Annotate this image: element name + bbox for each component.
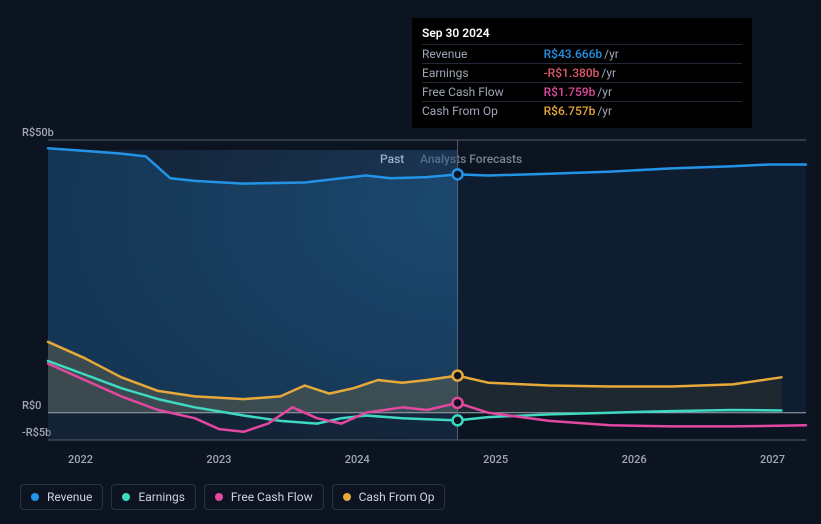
chart-legend: Revenue Earnings Free Cash Flow Cash From O… xyxy=(20,484,445,510)
x-tick: 2022 xyxy=(68,453,93,466)
legend-label: Revenue xyxy=(47,490,92,504)
y-max-label: R$50b xyxy=(22,126,54,139)
legend-label: Free Cash Flow xyxy=(231,490,313,504)
x-tick: 2027 xyxy=(760,453,785,466)
chart-tooltip: Sep 30 2024 RevenueR$43.666b/yrEarnings-… xyxy=(412,18,752,128)
chart-plot[interactable] xyxy=(48,140,806,440)
y-zero-label: R$0 xyxy=(22,399,41,412)
x-tick: 2023 xyxy=(206,453,231,466)
legend-item[interactable]: Cash From Op xyxy=(332,484,446,510)
legend-label: Earnings xyxy=(138,490,185,504)
legend-item[interactable]: Earnings xyxy=(111,484,196,510)
legend-item[interactable]: Free Cash Flow xyxy=(204,484,324,510)
legend-dot-icon xyxy=(343,493,351,501)
x-tick: 2025 xyxy=(483,453,508,466)
legend-dot-icon xyxy=(31,493,39,501)
legend-dot-icon xyxy=(122,493,130,501)
tooltip-row: Cash From OpR$6.757b/yr xyxy=(422,102,742,121)
tooltip-date: Sep 30 2024 xyxy=(422,26,742,44)
legend-item[interactable]: Revenue xyxy=(20,484,103,510)
legend-label: Cash From Op xyxy=(359,490,435,504)
tooltip-row: RevenueR$43.666b/yr xyxy=(422,45,742,64)
tooltip-row: Earnings-R$1.380b/yr xyxy=(422,64,742,83)
y-min-label: -R$5b xyxy=(22,426,51,439)
legend-dot-icon xyxy=(215,493,223,501)
x-tick: 2024 xyxy=(345,453,370,466)
x-axis: 2022 2023 2024 2025 2026 2027 xyxy=(48,453,805,466)
x-tick: 2026 xyxy=(622,453,647,466)
tooltip-row: Free Cash FlowR$1.759b/yr xyxy=(422,83,742,102)
